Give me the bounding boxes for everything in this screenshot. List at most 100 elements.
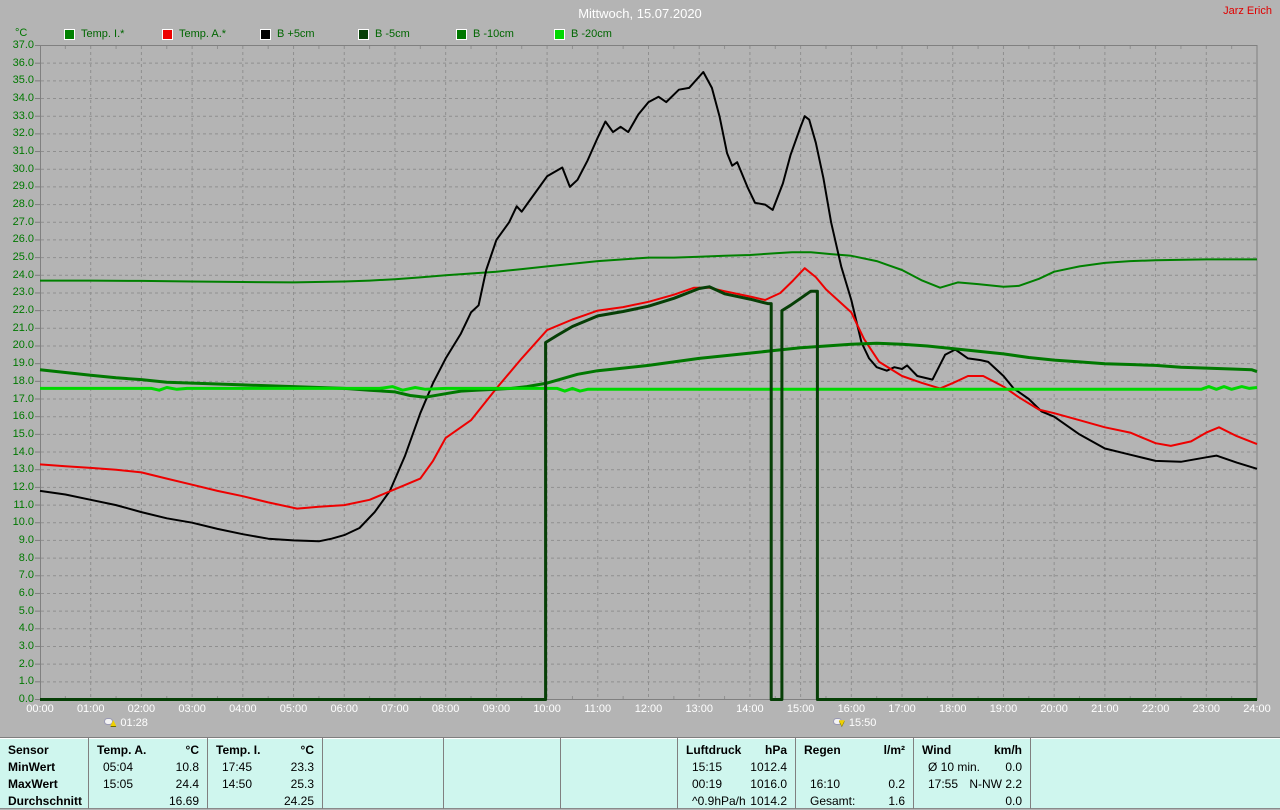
y-tick-label: 5.0 bbox=[18, 604, 34, 617]
event-marker: ▲ 01:28 bbox=[105, 716, 148, 730]
stats-cell: 17:45 23.3 bbox=[208, 758, 322, 775]
stats-cell: 15:05 24.4 bbox=[89, 775, 207, 792]
legend-item-temp-a-: Temp. A.* bbox=[162, 28, 226, 40]
stats-cell-time: 15:15 bbox=[692, 759, 723, 774]
series-temp-a- bbox=[39, 267, 1258, 510]
legend-item-temp-i-: Temp. I.* bbox=[64, 28, 124, 40]
stats-cell-value: 0.0 bbox=[1005, 759, 1022, 774]
stats-cell: 05:04 10.8 bbox=[89, 758, 207, 775]
stats-column-empty-3 bbox=[443, 738, 560, 809]
y-tick-label: 11.0 bbox=[13, 498, 34, 511]
stats-column-header: Luftdruck hPa bbox=[678, 738, 795, 758]
legend-item-label: Temp. A.* bbox=[179, 28, 227, 40]
stats-cell-value: 24.4 bbox=[175, 776, 199, 791]
y-tick-label: 14.0 bbox=[12, 445, 34, 458]
stats-column-name: Regen bbox=[804, 743, 841, 757]
y-tick-label: 9.0 bbox=[18, 533, 34, 546]
plot-area bbox=[35, 45, 1260, 701]
stats-cell-time: 17:55 bbox=[928, 776, 959, 791]
y-axis-unit-label: °C bbox=[15, 27, 28, 39]
stats-cell-time: 14:50 bbox=[222, 776, 253, 791]
x-tick-label: 05:00 bbox=[279, 703, 308, 715]
stats-cell-value: 1.6 bbox=[888, 793, 905, 808]
y-tick-label: 21.0 bbox=[12, 321, 34, 334]
y-tick-label: 13.0 bbox=[12, 463, 34, 476]
x-tick-label: 24:00 bbox=[1243, 703, 1271, 715]
stats-cell bbox=[561, 758, 677, 775]
y-tick-label: 36.0 bbox=[12, 56, 34, 69]
stats-column-empty-4 bbox=[560, 738, 677, 809]
stats-table: Sensor MinWert MaxWert Durchschnitt Temp. A.… bbox=[0, 737, 1280, 809]
stats-cell: Ø 10 min. 0.0 bbox=[914, 758, 1030, 775]
y-tick-label: 37.0 bbox=[12, 39, 34, 51]
stats-cell-value: 24.25 bbox=[283, 793, 314, 808]
legend-item-b--5cm: B -5cm bbox=[358, 28, 410, 40]
legend-swatch-icon bbox=[64, 28, 75, 40]
x-tick-label: 00:00 bbox=[26, 703, 54, 715]
y-tick-label: 22.0 bbox=[12, 304, 34, 317]
cloud-glyph bbox=[105, 718, 113, 724]
stats-column-header: Temp. A. °C bbox=[89, 738, 207, 758]
stats-column-temp-i-: Temp. I. °C 17:45 23.3 14:50 25.3 24.25 bbox=[207, 738, 322, 809]
stats-cell-time: 16:10 bbox=[810, 776, 841, 791]
arrow-glyph: ▲ bbox=[108, 717, 119, 729]
y-tick-label: 20.0 bbox=[12, 339, 34, 352]
x-tick-label: 14:00 bbox=[736, 703, 764, 715]
x-tick-label: 06:00 bbox=[330, 703, 359, 715]
y-tick-label: 12.0 bbox=[12, 480, 34, 493]
stats-cell bbox=[1031, 792, 1280, 809]
x-axis-labels: 00:00 01:00 02:00 03:00 04:00 05:00 06:00 07:00… bbox=[0, 703, 1280, 717]
stats-column-header bbox=[444, 738, 560, 758]
y-tick-label: 0.0 bbox=[18, 693, 34, 705]
stats-column-empty-2 bbox=[322, 738, 443, 809]
x-tick-label: 19:00 bbox=[989, 703, 1018, 715]
stats-cell-value: 0.0 bbox=[1005, 793, 1022, 808]
event-marker-time: 01:28 bbox=[120, 717, 148, 729]
y-tick-label: 28.0 bbox=[12, 198, 34, 211]
legend-item-b--10cm: B -10cm bbox=[456, 28, 514, 40]
y-tick-label: 27.0 bbox=[12, 215, 34, 228]
legend-item-label: B -20cm bbox=[571, 28, 612, 40]
page-title: Mittwoch, 15.07.2020 bbox=[578, 6, 702, 21]
y-tick-label: 8.0 bbox=[18, 551, 34, 564]
stats-column-name: Luftdruck bbox=[686, 743, 742, 757]
y-tick-label: 4.0 bbox=[18, 622, 34, 635]
stats-cell: 17:55 N-NW 2.2 bbox=[914, 775, 1030, 792]
stats-cell bbox=[1031, 758, 1280, 775]
stats-column-header: Regen l/m² bbox=[796, 738, 913, 758]
y-tick-label: 34.0 bbox=[12, 92, 34, 105]
stats-cell-value: 1016.0 bbox=[750, 776, 787, 791]
x-tick-label: 04:00 bbox=[229, 703, 257, 715]
stats-cell bbox=[561, 775, 677, 792]
legend-swatch-icon bbox=[358, 28, 369, 40]
stats-cell-value: 1014.2 bbox=[750, 793, 787, 808]
stats-cell: 16:10 0.2 bbox=[796, 775, 913, 792]
stats-cell-value: 1012.4 bbox=[750, 759, 787, 774]
y-tick-label: 1.0 bbox=[18, 675, 34, 688]
stats-cell bbox=[323, 792, 443, 809]
x-tick-label: 03:00 bbox=[178, 703, 206, 715]
stats-column-name: Temp. A. bbox=[97, 743, 147, 757]
y-tick-label: 6.0 bbox=[18, 586, 34, 599]
legend-item-label: B -10cm bbox=[473, 28, 514, 40]
stats-cell bbox=[796, 758, 913, 775]
stats-row-labels: Sensor MinWert MaxWert Durchschnitt bbox=[0, 738, 88, 809]
chart-canvas bbox=[35, 45, 1260, 701]
y-tick-label: 2.0 bbox=[18, 657, 34, 670]
stats-cell-time: 05:04 bbox=[103, 759, 134, 774]
y-tick-label: 16.0 bbox=[12, 410, 34, 423]
stats-column-unit: l/m² bbox=[883, 743, 905, 757]
stats-cell: 24.25 bbox=[208, 792, 322, 809]
stats-column-unit: °C bbox=[185, 743, 199, 757]
stats-column-unit: km/h bbox=[993, 743, 1022, 757]
series-b-+5cm bbox=[39, 71, 1258, 543]
stats-row-label: Durchschnitt bbox=[8, 793, 83, 808]
stats-cell-time: Gesamt: bbox=[810, 793, 856, 808]
y-tick-label: 10.0 bbox=[12, 516, 34, 529]
stats-cell bbox=[444, 758, 560, 775]
stats-cell bbox=[1031, 775, 1280, 792]
legend-swatch-icon bbox=[554, 28, 565, 40]
y-tick-label: 32.0 bbox=[12, 127, 34, 140]
x-tick-label: 10:00 bbox=[533, 703, 561, 715]
